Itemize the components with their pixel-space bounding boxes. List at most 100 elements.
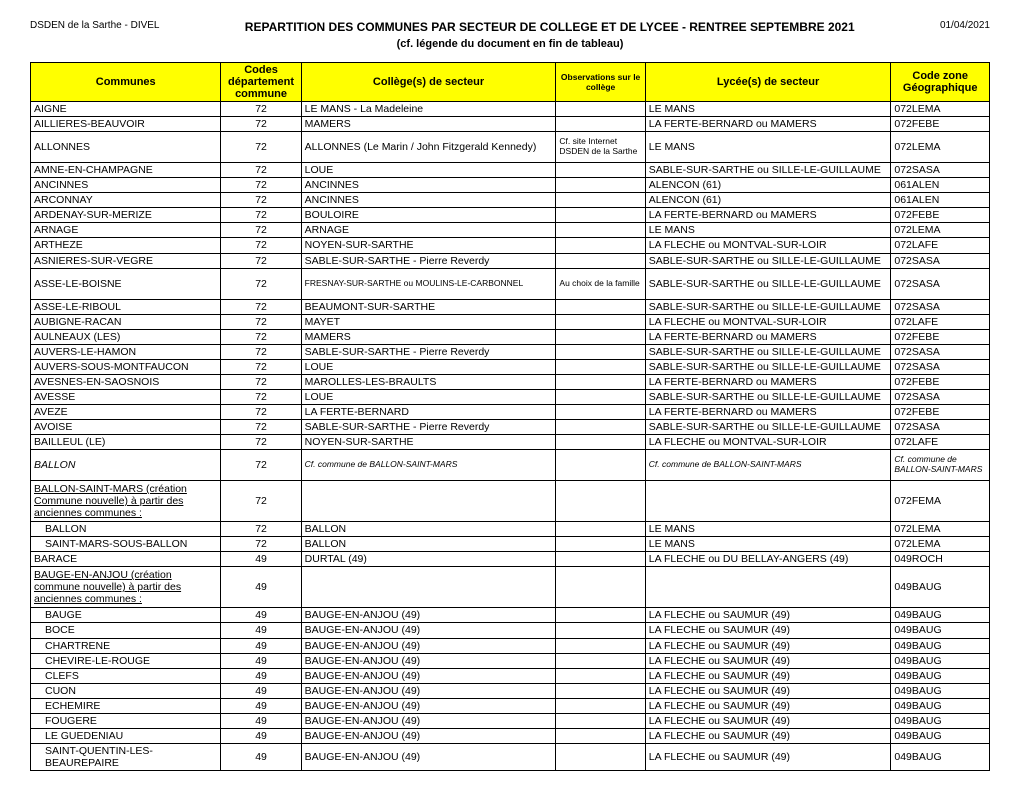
header-subtitle: (cf. légende du document en fin de table… (30, 38, 990, 50)
cell-college: NOYEN-SUR-SARTHE (301, 435, 556, 450)
cell-observation (556, 193, 645, 208)
cell-lycee: SABLE-SUR-SARTHE ou SILLE-LE-GUILLAUME (645, 389, 891, 404)
cell-lycee (645, 567, 891, 608)
cell-lycee: LA FLECHE ou MONTVAL-SUR-LOIR (645, 238, 891, 253)
cell-commune: AUVERS-SOUS-MONTFAUCON (31, 359, 221, 374)
cell-lycee: SABLE-SUR-SARTHE ou SILLE-LE-GUILLAUME (645, 420, 891, 435)
cell-commune: ASNIERES-SUR-VEGRE (31, 253, 221, 268)
cell-observation (556, 420, 645, 435)
cell-commune: BOCE (31, 623, 221, 638)
cell-zone: 049BAUG (891, 623, 990, 638)
table-row: BALLON-SAINT-MARS (création Commune nouv… (31, 481, 990, 522)
cell-commune: CLEFS (31, 668, 221, 683)
cell-college: MAMERS (301, 117, 556, 132)
cell-college: LE MANS - La Madeleine (301, 102, 556, 117)
cell-college: BOULOIRE (301, 208, 556, 223)
cell-lycee: LA FLECHE ou SAUMUR (49) (645, 683, 891, 698)
cell-lycee: LA FERTE-BERNARD ou MAMERS (645, 329, 891, 344)
cell-commune: ANCINNES (31, 178, 221, 193)
cell-zone: 072LAFE (891, 314, 990, 329)
cell-zone: 072LEMA (891, 522, 990, 537)
cell-lycee (645, 481, 891, 522)
cell-college: LOUE (301, 163, 556, 178)
cell-zone: 072SASA (891, 420, 990, 435)
cell-observation (556, 238, 645, 253)
cell-zone: Cf. commune de BALLON-SAINT-MARS (891, 450, 990, 481)
cell-commune: AIGNE (31, 102, 221, 117)
cell-observation (556, 405, 645, 420)
cell-commune: BARACE (31, 552, 221, 567)
cell-observation (556, 698, 645, 713)
col-zone: Code zone Géographique (891, 63, 990, 102)
cell-code: 49 (221, 623, 301, 638)
cell-lycee: LE MANS (645, 522, 891, 537)
cell-college: LA FERTE-BERNARD (301, 405, 556, 420)
cell-code: 72 (221, 405, 301, 420)
cell-code: 49 (221, 608, 301, 623)
cell-code: 72 (221, 223, 301, 238)
cell-code: 72 (221, 178, 301, 193)
table-row: AVESSE72LOUESABLE-SUR-SARTHE ou SILLE-LE… (31, 389, 990, 404)
cell-code: 72 (221, 268, 301, 299)
col-lycee: Lycée(s) de secteur (645, 63, 891, 102)
cell-code: 72 (221, 450, 301, 481)
cell-code: 72 (221, 238, 301, 253)
table-row: ARNAGE72ARNAGELE MANS072LEMA (31, 223, 990, 238)
table-row: AVESNES-EN-SAOSNOIS72MAROLLES-LES-BRAULT… (31, 374, 990, 389)
cell-code: 72 (221, 481, 301, 522)
cell-zone: 072LEMA (891, 223, 990, 238)
cell-lycee: LA FLECHE ou MONTVAL-SUR-LOIR (645, 435, 891, 450)
cell-code: 72 (221, 314, 301, 329)
cell-commune: CHARTRENE (31, 638, 221, 653)
header-row: Communes Codes département commune Collè… (31, 63, 990, 102)
cell-zone: 072LAFE (891, 435, 990, 450)
cell-observation (556, 552, 645, 567)
cell-zone: 072LEMA (891, 132, 990, 163)
cell-observation (556, 102, 645, 117)
cell-zone: 072SASA (891, 163, 990, 178)
table-row: ANCINNES72ANCINNESALENCON (61)061ALEN (31, 178, 990, 193)
cell-zone: 072SASA (891, 389, 990, 404)
cell-lycee: LA FLECHE ou SAUMUR (49) (645, 638, 891, 653)
cell-code: 72 (221, 208, 301, 223)
cell-zone: 061ALEN (891, 193, 990, 208)
document-header: DSDEN de la Sarthe - DIVEL REPARTITION D… (30, 20, 990, 34)
cell-zone: 072LAFE (891, 238, 990, 253)
cell-college: FRESNAY-SUR-SARTHE ou MOULINS-LE-CARBONN… (301, 268, 556, 299)
cell-observation (556, 638, 645, 653)
table-row: AUBIGNE-RACAN72MAYETLA FLECHE ou MONTVAL… (31, 314, 990, 329)
cell-observation (556, 537, 645, 552)
cell-zone: 049BAUG (891, 728, 990, 743)
cell-code: 72 (221, 117, 301, 132)
cell-college: MAROLLES-LES-BRAULTS (301, 374, 556, 389)
cell-lycee: SABLE-SUR-SARTHE ou SILLE-LE-GUILLAUME (645, 253, 891, 268)
cell-zone: 049BAUG (891, 668, 990, 683)
table-row: ALLONNES72ALLONNES (Le Marin / John Fitz… (31, 132, 990, 163)
cell-commune: ALLONNES (31, 132, 221, 163)
cell-observation (556, 117, 645, 132)
table-row: ASSE-LE-BOISNE72FRESNAY-SUR-SARTHE ou MO… (31, 268, 990, 299)
col-college: Collège(s) de secteur (301, 63, 556, 102)
cell-zone: 072FEBE (891, 374, 990, 389)
cell-commune: LE GUEDENIAU (31, 728, 221, 743)
cell-code: 72 (221, 163, 301, 178)
cell-college: SABLE-SUR-SARTHE - Pierre Reverdy (301, 420, 556, 435)
cell-commune: BALLON-SAINT-MARS (création Commune nouv… (31, 481, 221, 522)
cell-college: LOUE (301, 359, 556, 374)
cell-zone: 061ALEN (891, 178, 990, 193)
cell-lycee: SABLE-SUR-SARTHE ou SILLE-LE-GUILLAUME (645, 163, 891, 178)
cell-observation (556, 653, 645, 668)
table-row: CHARTRENE49BAUGE-EN-ANJOU (49)LA FLECHE … (31, 638, 990, 653)
header-left: DSDEN de la Sarthe - DIVEL (30, 20, 160, 31)
cell-observation (556, 253, 645, 268)
cell-code: 72 (221, 435, 301, 450)
cell-zone: 049ROCH (891, 552, 990, 567)
table-row: CUON49BAUGE-EN-ANJOU (49)LA FLECHE ou SA… (31, 683, 990, 698)
cell-commune: BAUGE-EN-ANJOU (création commune nouvell… (31, 567, 221, 608)
cell-observation (556, 314, 645, 329)
cell-college: BAUGE-EN-ANJOU (49) (301, 653, 556, 668)
cell-college: BALLON (301, 522, 556, 537)
cell-lycee: ALENCON (61) (645, 178, 891, 193)
cell-lycee: ALENCON (61) (645, 193, 891, 208)
cell-zone: 072SASA (891, 299, 990, 314)
